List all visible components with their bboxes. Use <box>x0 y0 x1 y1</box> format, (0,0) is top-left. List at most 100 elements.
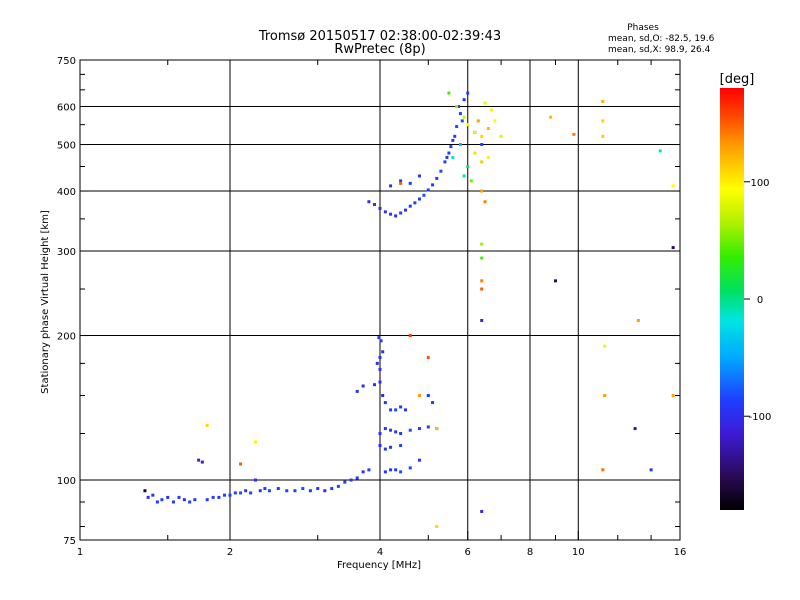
data-point-x <box>435 427 439 431</box>
data-point-o <box>323 489 327 493</box>
data-point-o <box>399 211 403 215</box>
data-point-o <box>394 468 398 472</box>
data-point-o <box>435 176 439 180</box>
data-point-o <box>480 143 484 147</box>
data-point-o <box>431 401 435 405</box>
data-point-o <box>389 468 393 472</box>
data-point-x <box>462 174 466 178</box>
data-point-x <box>490 108 494 112</box>
x-axis-label: Frequency [MHz] <box>337 560 421 571</box>
data-point-x <box>473 130 477 134</box>
data-point-o <box>426 188 430 192</box>
data-point-x <box>553 279 557 283</box>
data-point-x <box>455 105 459 109</box>
data-point-o <box>343 480 347 484</box>
data-point-o <box>480 318 484 322</box>
data-point-o <box>408 204 412 208</box>
data-point-o <box>451 138 455 142</box>
data-point-o <box>361 384 365 388</box>
x-axis: 1 2 4 6 8 10 16 <box>77 531 687 558</box>
data-point-o <box>316 487 320 491</box>
data-point-x <box>486 155 490 159</box>
data-point-x <box>480 279 484 283</box>
data-point-o <box>389 445 393 449</box>
data-point-x <box>601 468 605 472</box>
data-point-o <box>182 498 186 502</box>
data-point-x <box>426 355 430 359</box>
data-point-o <box>379 339 383 343</box>
x-tick-label: 6 <box>465 547 471 558</box>
data-point-o <box>633 427 637 431</box>
data-point-x <box>480 242 484 246</box>
data-point-x <box>636 318 640 322</box>
data-point-x <box>671 246 675 250</box>
data-point-o <box>389 428 393 432</box>
data-point-o <box>355 476 359 480</box>
data-point-o <box>389 408 393 412</box>
data-point-o <box>361 470 365 474</box>
x-tick-label: 16 <box>674 547 687 558</box>
data-point-o <box>197 458 201 462</box>
data-point-x <box>466 164 470 168</box>
data-point-x <box>671 394 675 398</box>
data-point-o <box>381 394 385 398</box>
data-point-x <box>466 123 470 127</box>
data-point-x <box>483 200 487 204</box>
data-point-o <box>166 495 170 499</box>
colorbar-label: [deg] <box>720 72 755 87</box>
data-point-o <box>308 489 312 493</box>
data-point-o <box>413 201 417 205</box>
data-point-o <box>466 91 470 95</box>
data-point-o <box>249 491 253 495</box>
data-point-o <box>460 119 464 123</box>
data-point-o <box>171 500 175 504</box>
y-tick-label: 300 <box>57 247 76 258</box>
data-point-x <box>239 462 243 466</box>
data-point-o <box>417 458 421 462</box>
data-point-x <box>399 181 403 185</box>
x-tick-label: 10 <box>572 547 585 558</box>
data-point-o <box>193 498 197 502</box>
data-point-o <box>426 394 430 398</box>
data-point-o <box>378 444 382 448</box>
data-point-o <box>649 468 653 472</box>
data-point-o <box>263 487 267 491</box>
data-point-o <box>383 427 387 431</box>
chart-title: Tromsø 20150517 02:38:00-02:39:43 <box>258 29 501 44</box>
data-point-o <box>403 208 407 212</box>
data-point-o <box>349 478 353 482</box>
data-point-x <box>601 119 605 123</box>
colorbar <box>720 88 744 510</box>
data-point-o <box>399 470 403 474</box>
data-point-o <box>453 134 457 138</box>
y-tick-label: 400 <box>57 187 76 198</box>
data-point-o <box>408 466 412 470</box>
data-point-x <box>658 149 662 153</box>
data-point-o <box>378 206 382 210</box>
data-point-o <box>426 425 430 429</box>
data-point-x <box>480 287 484 291</box>
data-point-o <box>462 98 466 102</box>
data-point-o <box>217 495 221 499</box>
data-point-o <box>377 336 381 340</box>
data-point-o <box>383 401 387 405</box>
data-point-o <box>417 197 421 201</box>
data-point-o <box>383 470 387 474</box>
data-point-x <box>486 126 490 130</box>
data-point-o <box>378 367 382 371</box>
data-point-o <box>177 495 181 499</box>
data-point-o <box>151 493 155 497</box>
data-point-o <box>330 487 334 491</box>
data-point-x <box>480 256 484 260</box>
data-point-o <box>389 184 393 188</box>
data-point-x <box>205 423 209 427</box>
data-point-x <box>253 440 257 444</box>
data-point-o <box>408 428 412 432</box>
data-point-o <box>394 214 398 218</box>
data-point-o <box>394 408 398 412</box>
data-point-o <box>417 174 421 178</box>
data-point-o <box>336 484 340 488</box>
chart-subtitle: RwPretec (8p) <box>334 42 425 57</box>
phase-heading: Phases <box>627 23 659 33</box>
